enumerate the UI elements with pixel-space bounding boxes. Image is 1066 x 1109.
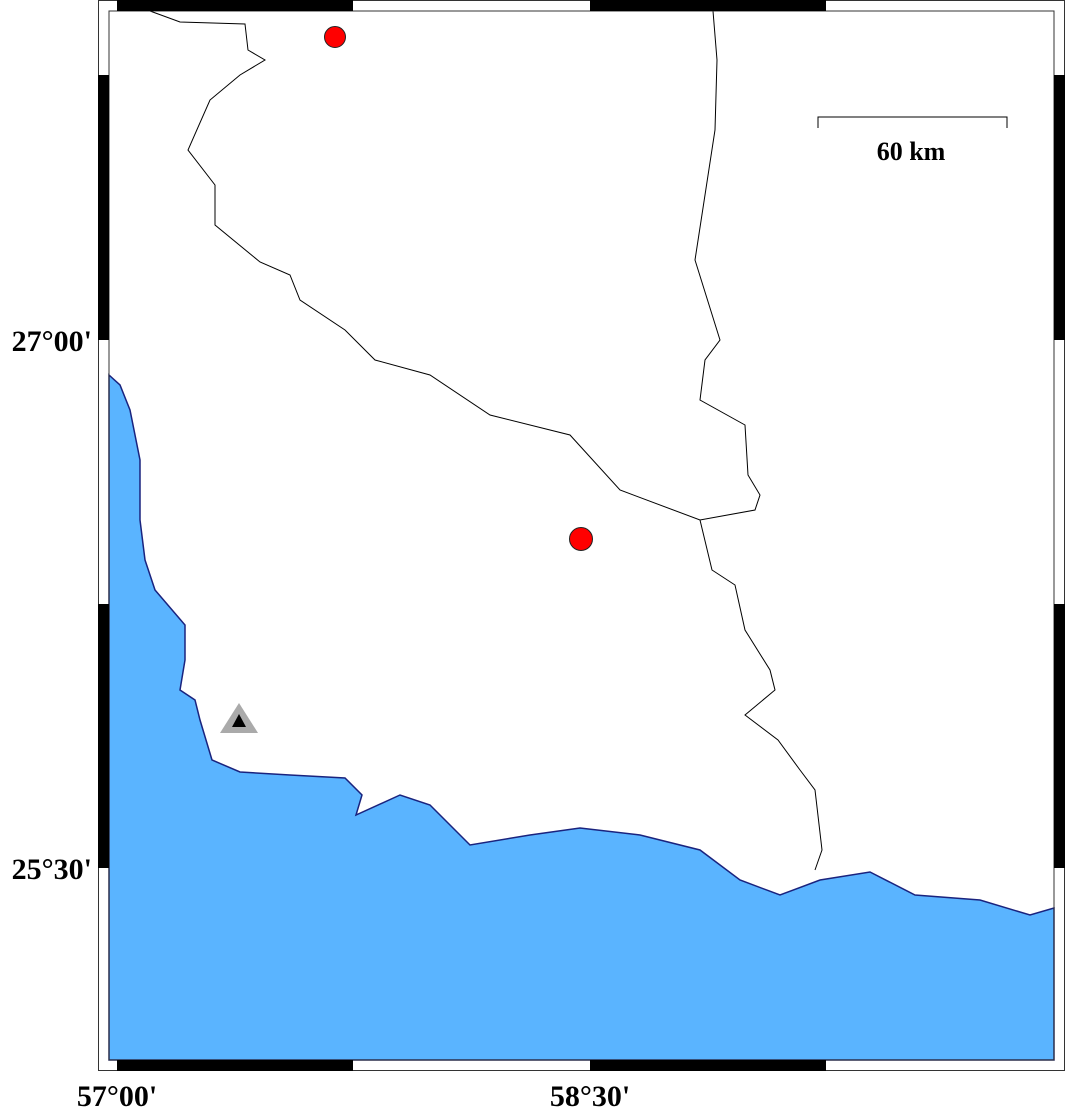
border-line	[149, 10, 761, 521]
lon-label: 58°30'	[550, 1080, 630, 1109]
frame-inner	[108, 10, 1055, 1061]
lat-label: 25°30'	[12, 853, 92, 886]
scale-bar-label: 60 km	[877, 137, 946, 166]
lon-label: 57°00'	[77, 1080, 157, 1109]
frame-checker	[98, 0, 1065, 1071]
lat-label: 27°00'	[12, 325, 92, 358]
scale-bar	[817, 116, 1008, 128]
frame-outer	[98, 0, 1065, 1071]
event-circle-icon	[569, 527, 593, 551]
event-circle-icon	[324, 26, 346, 48]
sea	[108, 373, 1055, 1061]
border-line	[699, 519, 823, 871]
station-inner-triangle-icon	[232, 714, 246, 727]
